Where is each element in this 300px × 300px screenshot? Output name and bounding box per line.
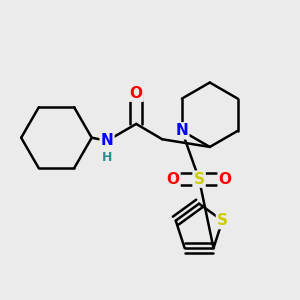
Text: N: N xyxy=(176,123,188,138)
Text: O: O xyxy=(219,172,232,187)
Text: H: H xyxy=(102,151,112,164)
Text: O: O xyxy=(167,172,179,187)
Text: S: S xyxy=(194,172,205,187)
Text: N: N xyxy=(101,133,113,148)
Text: O: O xyxy=(130,86,143,101)
Text: S: S xyxy=(217,213,228,228)
